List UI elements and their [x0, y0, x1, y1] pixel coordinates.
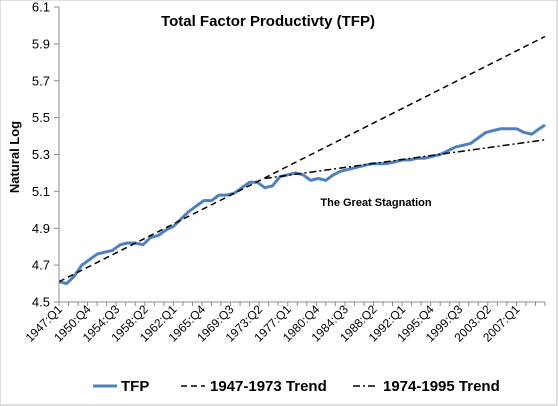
y-axis: 4.5 4.7 4.9 5.1 5.3 5.5 5.7 5.9 6.1	[32, 0, 59, 310]
y-tick-label: 5.5	[32, 110, 50, 125]
series-line-1974-1995-trend	[264, 139, 546, 180]
legend-item-1974-1995-trend: 1974-1995 Trend	[353, 378, 500, 395]
y-tick-label: 5.7	[32, 73, 50, 88]
y-tick-label: 4.9	[32, 221, 50, 236]
y-tick-label: 5.1	[32, 184, 50, 199]
legend-item-tfp: TFP	[93, 378, 149, 395]
y-tick-label: 4.5	[32, 295, 50, 310]
y-axis-label: Natural Log	[7, 121, 22, 193]
series-line-tfp	[58, 123, 546, 286]
annotation-great-stagnation: The Great Stagnation	[320, 197, 432, 209]
legend-item-1947-1973-trend: 1947-1973 Trend	[181, 378, 327, 395]
series-line-1947-1973-trend	[58, 35, 546, 283]
chart-title: Total Factor Productivty (TFP)	[161, 13, 375, 30]
y-tick-label: 6.1	[32, 0, 50, 15]
legend-label-1947-1973-trend: 1947-1973 Trend	[210, 378, 327, 395]
legend-label-1974-1995-trend: 1974-1995 Trend	[383, 378, 500, 395]
plot-area	[58, 35, 546, 286]
y-tick-label: 5.9	[32, 36, 50, 51]
y-tick-label: 5.3	[32, 147, 50, 162]
legend: TFP 1947-1973 Trend 1974-1995 Trend	[93, 378, 500, 395]
y-tick-label: 4.7	[32, 258, 50, 273]
legend-label-tfp: TFP	[121, 378, 149, 395]
